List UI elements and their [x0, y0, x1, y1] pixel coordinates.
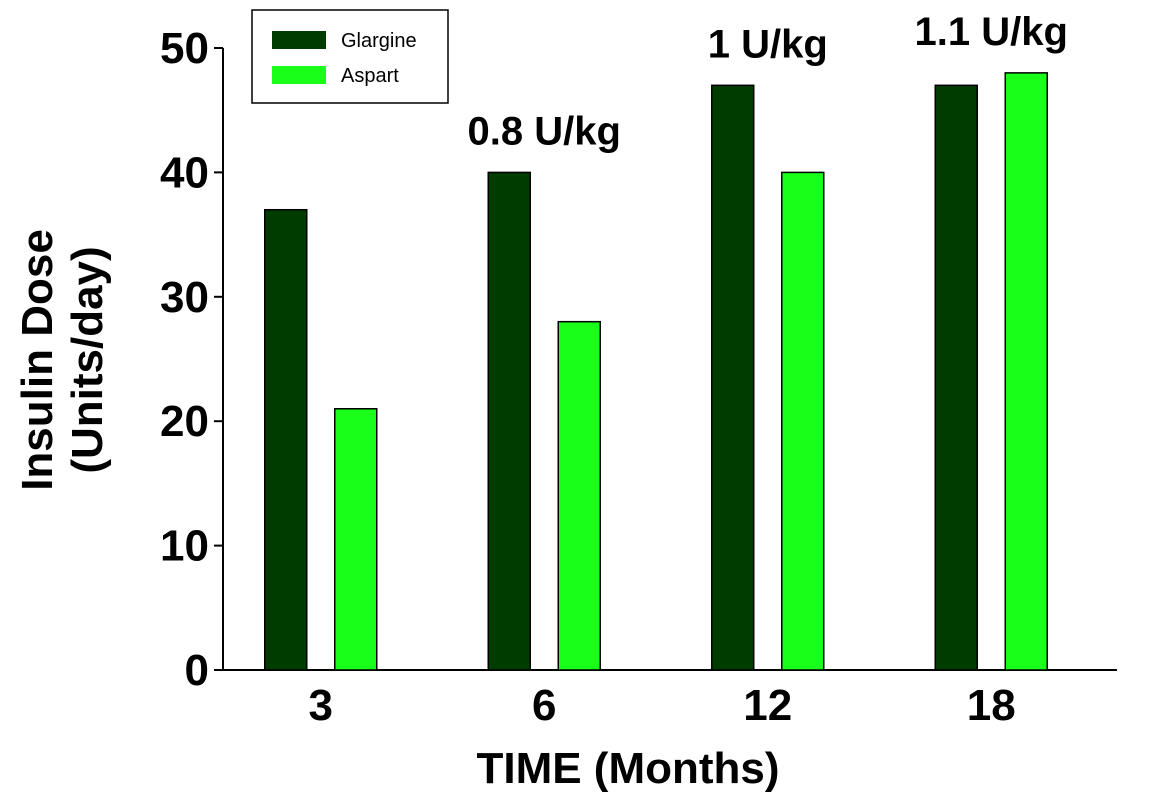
- x-ticks: 3 6 12 18: [309, 681, 1016, 730]
- y-tick-label: 30: [160, 273, 209, 322]
- legend-label-glargine: Glargine: [341, 30, 417, 52]
- bar-aspart-12: [781, 171, 825, 671]
- legend-swatch-glargine: [272, 31, 326, 49]
- y-tick-label: 20: [160, 397, 209, 446]
- x-tick-label: 3: [309, 681, 333, 730]
- y-tick-label: 50: [160, 24, 209, 73]
- y-axis-title-line1: Insulin Dose: [13, 229, 62, 491]
- annotation-label: 1.1 U/kg: [915, 10, 1068, 54]
- legend-swatch-aspart: [272, 66, 326, 84]
- legend-label-aspart: Aspart: [341, 65, 399, 87]
- x-tick-label: 12: [743, 681, 792, 730]
- legend-box: [251, 9, 449, 104]
- annotation-label: 0.8 U/kg: [468, 109, 621, 153]
- y-axis-title-line2: (Units/day): [63, 246, 112, 473]
- x-tick-label: 18: [967, 681, 1016, 730]
- y-tick-label: 0: [185, 646, 209, 695]
- y-tick-label: 40: [160, 148, 209, 197]
- bar-aspart-18: [1004, 72, 1048, 671]
- bars: [264, 72, 1048, 671]
- bar-glargine-3: [264, 208, 308, 671]
- bar-aspart-3: [334, 408, 378, 671]
- bar-glargine-12: [711, 84, 755, 671]
- y-tick-label: 10: [160, 522, 209, 571]
- bar-glargine-18: [934, 84, 978, 671]
- legend: Glargine Aspart: [251, 9, 449, 104]
- x-axis-title: TIME (Months): [476, 744, 779, 793]
- y-ticks: 0 10 20 30 40 50: [160, 24, 223, 695]
- bar-aspart-6: [557, 320, 601, 671]
- x-tick-label: 6: [532, 681, 556, 730]
- annotations: 0.8 U/kg 1 U/kg 1.1 U/kg: [468, 10, 1068, 154]
- annotation-label: 1 U/kg: [708, 22, 828, 66]
- bar-glargine-6: [487, 171, 531, 671]
